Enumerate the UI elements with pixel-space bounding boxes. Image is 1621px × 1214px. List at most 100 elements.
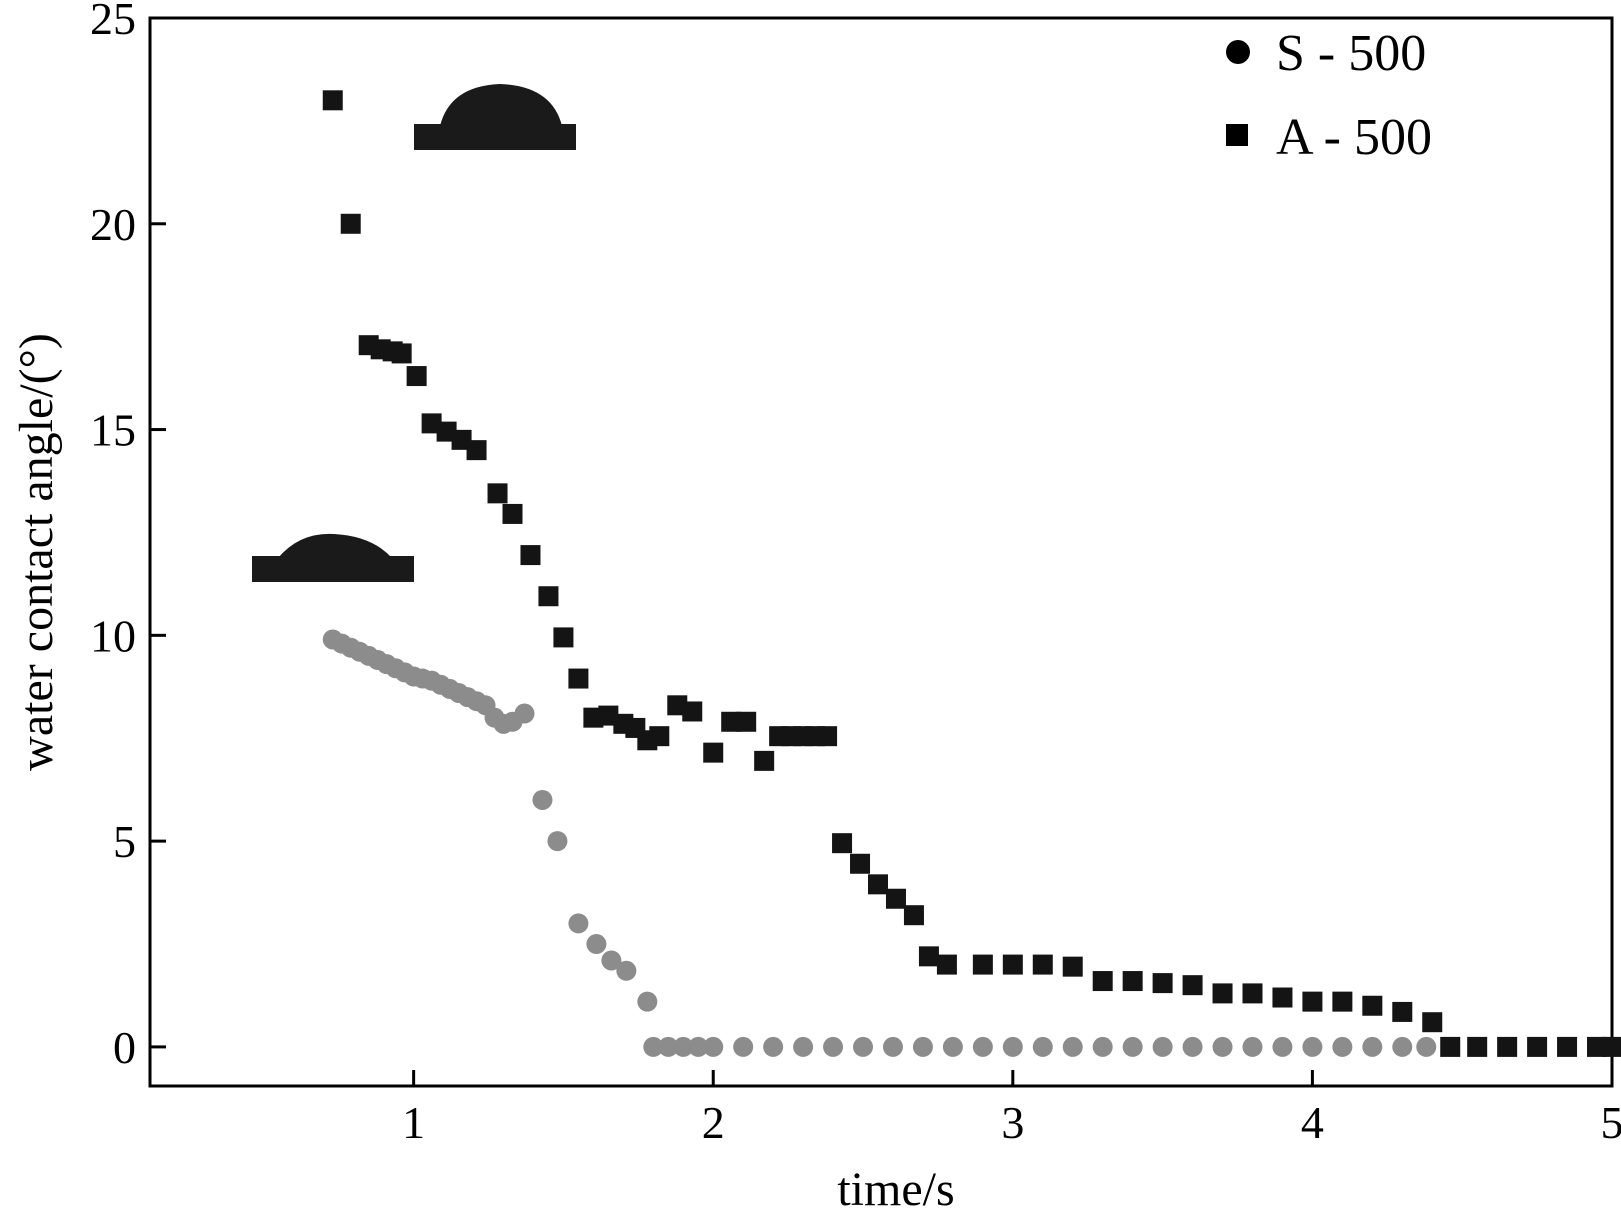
x-axis-title: time/s [837,1163,954,1214]
data-point-square [406,366,427,387]
y-axis-title: water contact angle/(°) [10,333,63,771]
series-0 [322,629,1437,1057]
data-point-square [322,90,343,111]
data-point-circle [1182,1036,1203,1057]
data-point-circle [942,1036,963,1057]
data-point-square [1302,991,1323,1012]
data-point-circle [1032,1036,1053,1057]
data-point-square [487,483,508,504]
data-point-square [1002,954,1023,975]
legend: S - 500 A - 500 [1226,25,1432,166]
data-point-square [1212,983,1233,1004]
data-point-square [520,545,541,566]
data-point-square [1362,995,1383,1016]
data-point-circle [673,1036,694,1057]
data-point-square [1272,987,1293,1008]
data-point-circle [1362,1036,1383,1057]
data-point-circle [823,1036,844,1057]
y-tick-label: 20 [90,199,136,250]
data-point-circle [658,1036,679,1057]
data-point-circle [586,934,607,955]
x-tick-label: 5 [1601,1097,1621,1148]
data-point-square [868,874,889,895]
data-point-square [1467,1036,1488,1057]
data-point-circle [1122,1036,1143,1057]
data-point-square [649,726,670,747]
data-point-square [1602,1036,1621,1057]
x-tick-label: 2 [702,1097,725,1148]
data-point-square [1062,956,1083,977]
data-point-square [918,946,939,967]
series-1 [322,90,1621,1057]
y-tick-label: 15 [90,405,136,456]
data-point-circle [1092,1036,1113,1057]
data-point-square [502,503,523,524]
data-point-square [466,440,487,461]
data-point-circle [637,991,658,1012]
data-point-square [832,833,853,854]
data-point-square [754,750,775,771]
data-point-square [1440,1036,1461,1057]
data-point-circle [1212,1036,1233,1057]
data-point-square [1422,1012,1443,1033]
legend-label-a500: A - 500 [1276,109,1432,166]
data-point-square [1527,1036,1548,1057]
data-point-circle [853,1036,874,1057]
data-point-circle [972,1036,993,1057]
data-point-circle [568,913,589,934]
y-tick-label: 0 [113,1022,136,1073]
data-point-circle [601,950,622,971]
data-point-square [972,954,993,975]
data-point-square [1032,954,1053,975]
data-point-square [817,726,838,747]
axes: 1 2 3 4 5 0 5 10 15 20 25 [90,0,1621,1148]
data-point-square [340,213,361,234]
data-point-circle [1332,1036,1353,1057]
data-point-circle [1416,1036,1437,1057]
data-point-circle [1152,1036,1173,1057]
y-tick-label: 5 [113,816,136,867]
data-series [322,90,1621,1057]
legend-label-s500: S - 500 [1276,25,1426,82]
data-point-square [703,742,724,763]
data-point-square [682,701,703,722]
data-point-circle [1272,1036,1293,1057]
data-point-circle [733,1036,754,1057]
data-point-circle [793,1036,814,1057]
data-point-square [1092,971,1113,992]
data-point-circle [532,789,553,810]
data-point-square [1497,1036,1518,1057]
data-point-square [1332,991,1353,1012]
data-point-circle [1392,1036,1413,1057]
data-point-square [1392,1001,1413,1022]
y-tick-label: 25 [90,0,136,44]
data-point-circle [514,703,535,724]
data-point-square [553,627,574,648]
legend-marker-a500 [1226,124,1248,146]
data-point-square [736,711,757,732]
data-point-circle [1302,1036,1323,1057]
data-point-square [1242,983,1263,1004]
droplet-image-s500 [252,533,414,582]
x-tick-label: 3 [1001,1097,1024,1148]
data-point-circle [616,960,637,981]
data-point-square [885,888,906,909]
data-point-square [850,853,871,874]
data-point-square [1557,1036,1578,1057]
data-point-square [568,668,589,689]
data-point-square [538,586,559,607]
data-point-square [936,954,957,975]
data-point-circle [1242,1036,1263,1057]
data-point-square [391,343,412,364]
x-tick-label: 1 [402,1097,425,1148]
data-point-square [1152,973,1173,994]
legend-marker-s500 [1226,40,1250,64]
data-point-circle [763,1036,784,1057]
data-point-circle [688,1036,709,1057]
y-tick-label: 10 [90,610,136,661]
data-point-circle [1002,1036,1023,1057]
data-point-square [903,905,924,926]
data-point-square [1122,971,1143,992]
data-point-circle [912,1036,933,1057]
